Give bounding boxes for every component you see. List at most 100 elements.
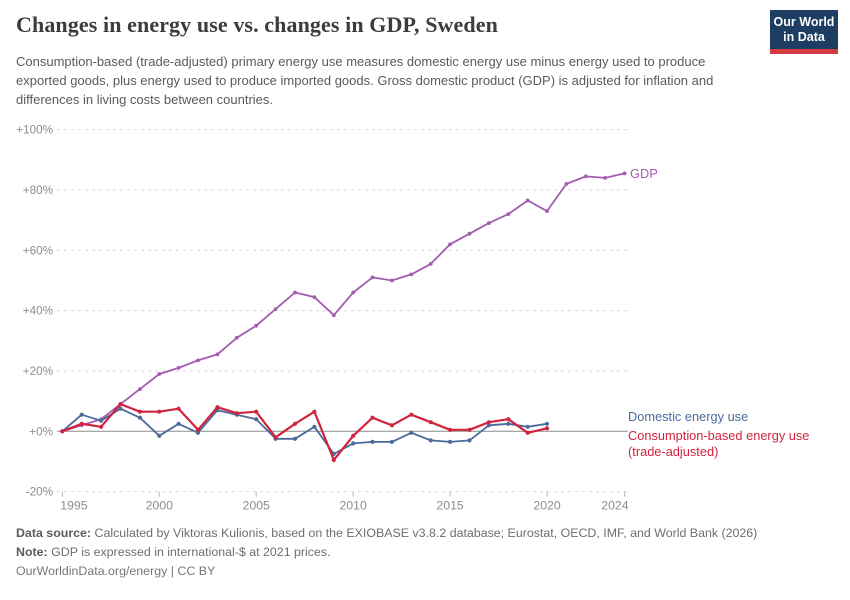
data-point	[292, 436, 298, 441]
footer-note: Note: GDP is expressed in international-…	[16, 545, 331, 559]
data-point	[467, 427, 472, 432]
data-point	[195, 427, 201, 432]
data-point	[118, 402, 123, 407]
data-point	[486, 420, 491, 425]
data-point	[273, 307, 278, 311]
data-point	[176, 406, 181, 411]
data-point	[292, 421, 298, 426]
data-point	[370, 439, 375, 444]
data-source-text: Calculated by Viktoras Kulionis, based o…	[94, 526, 758, 540]
data-point	[525, 424, 530, 429]
owid-logo[interactable]: Our World in Data	[770, 10, 838, 54]
x-axis-tick-label: 2020	[533, 499, 561, 513]
y-axis-tick-label: +20%	[23, 365, 53, 378]
y-axis-tick-label: +100%	[16, 124, 53, 137]
data-point	[234, 411, 239, 416]
data-point	[118, 406, 123, 411]
data-point	[79, 421, 84, 426]
data-point	[622, 171, 627, 176]
owid-logo-line2: in Data	[783, 30, 825, 44]
chart-subtitle: Consumption-based (trade-adjusted) prima…	[16, 54, 714, 107]
data-point	[467, 231, 472, 236]
data-point	[448, 242, 452, 247]
data-point	[254, 409, 259, 414]
data-point	[409, 412, 414, 417]
data-point	[157, 372, 162, 376]
data-point	[428, 438, 433, 443]
data-point	[351, 441, 356, 446]
x-axis-tick-label: 2005	[243, 499, 271, 513]
data-point	[157, 433, 162, 438]
data-point	[99, 424, 104, 429]
x-axis-tick-label: 2000	[146, 499, 174, 513]
data-point	[137, 415, 142, 420]
data-point	[506, 417, 511, 422]
x-axis-tick-label: 2015	[436, 499, 464, 513]
data-point	[428, 262, 433, 266]
y-axis-tick-label: +60%	[23, 244, 53, 257]
data-point	[351, 433, 356, 438]
data-point	[409, 430, 414, 435]
data-point	[506, 421, 511, 426]
data-point	[525, 430, 530, 435]
data-point	[254, 417, 259, 422]
data-point	[564, 182, 569, 186]
data-point	[138, 387, 142, 391]
data-point	[312, 424, 317, 429]
owid-logo-line1: Our World	[773, 15, 835, 29]
y-axis-tick-label: +0%	[29, 425, 53, 438]
data-point	[428, 420, 433, 425]
series-line-gdp	[61, 172, 626, 433]
data-point	[448, 427, 453, 432]
y-axis-tick-label: -20%	[26, 486, 53, 499]
y-axis-tick-label: +40%	[23, 305, 53, 318]
page-title: Changes in energy use vs. changes in GDP…	[16, 12, 498, 37]
data-point	[370, 275, 375, 280]
data-point	[506, 212, 511, 217]
data-point	[196, 358, 200, 363]
data-point	[215, 352, 220, 357]
data-point	[370, 415, 375, 420]
x-axis-tick-label: 1995	[60, 499, 88, 513]
data-point	[234, 335, 239, 340]
data-point	[409, 272, 414, 277]
series-label-domestic-energy: Domestic energy use	[628, 409, 749, 424]
data-point	[79, 412, 84, 417]
data-point	[157, 409, 162, 414]
data-point	[467, 438, 472, 443]
data-point	[137, 409, 142, 414]
data-point	[544, 426, 550, 431]
data-point	[312, 295, 317, 299]
data-point	[544, 421, 550, 426]
data-point	[448, 439, 453, 444]
x-axis-tick-label: 2010	[339, 499, 367, 513]
data-point	[390, 278, 394, 283]
data-point	[603, 176, 608, 180]
x-axis-tick-label: 2024	[601, 499, 629, 513]
data-point	[99, 418, 104, 423]
data-point	[389, 423, 394, 428]
data-point	[545, 209, 549, 214]
footer-url[interactable]: OurWorldinData.org/energy | CC BY	[16, 564, 216, 578]
data-point	[293, 290, 297, 295]
data-point	[486, 423, 491, 428]
data-point	[525, 198, 530, 203]
data-source-label: Data source:	[16, 526, 92, 540]
note-text: GDP is expressed in international-$ at 2…	[51, 545, 331, 559]
data-point	[273, 435, 278, 440]
data-point	[60, 429, 65, 434]
series-line-domestic	[61, 407, 548, 455]
series-label-gdp: GDP	[630, 166, 658, 181]
series-label-consumption-energy: Consumption-based energy use	[628, 428, 810, 443]
series-line-consumption	[61, 403, 549, 462]
data-point	[351, 290, 356, 295]
data-point	[195, 430, 201, 435]
note-label: Note:	[16, 545, 48, 559]
data-point	[312, 409, 317, 414]
data-point	[254, 323, 259, 328]
data-point	[176, 366, 181, 370]
data-point	[215, 405, 220, 410]
data-point	[331, 457, 336, 463]
